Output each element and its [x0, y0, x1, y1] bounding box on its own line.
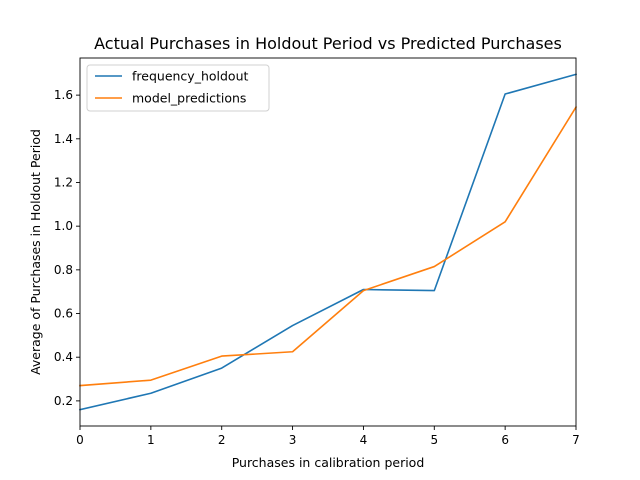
legend-label-model_predictions: model_predictions	[132, 91, 246, 106]
y-tick-label: 1.6	[54, 88, 73, 102]
legend-box	[86, 64, 270, 112]
x-tick-label: 6	[501, 433, 509, 447]
y-tick-label: 0.8	[54, 263, 73, 277]
y-tick-label: 0.4	[54, 350, 73, 364]
x-tick-label: 4	[360, 433, 368, 447]
x-tick-label: 1	[147, 433, 155, 447]
y-tick-label: 1.0	[54, 219, 73, 233]
y-tick-label: 0.6	[54, 307, 73, 321]
y-axis-label: Average of Purchases in Holdout Period	[28, 129, 43, 375]
x-axis-label: Purchases in calibration period	[232, 455, 425, 470]
legend: frequency_holdout model_predictions	[86, 64, 270, 112]
plot-frame	[79, 57, 577, 427]
x-tick-label: 5	[430, 433, 438, 447]
legend-label-frequency_holdout: frequency_holdout	[132, 69, 248, 84]
x-tick-label: 7	[572, 433, 580, 447]
y-tick-label: 1.4	[54, 132, 73, 146]
y-tick-label: 1.2	[54, 175, 73, 189]
series-line-model_predictions	[79, 106, 578, 387]
chart-title: Actual Purchases in Holdout Period vs Pr…	[94, 34, 562, 53]
x-tick-label: 3	[289, 433, 297, 447]
plot-area: 0 1 2 3 4 5 6 7 0.2 0.4 0.6 0.8 1.0 1.2 1.4 1.6	[54, 57, 580, 447]
y-tick-label: 0.2	[54, 394, 73, 408]
x-tick-label: 2	[218, 433, 226, 447]
series-line-frequency_holdout	[79, 73, 577, 411]
x-tick-label: 0	[76, 433, 84, 447]
